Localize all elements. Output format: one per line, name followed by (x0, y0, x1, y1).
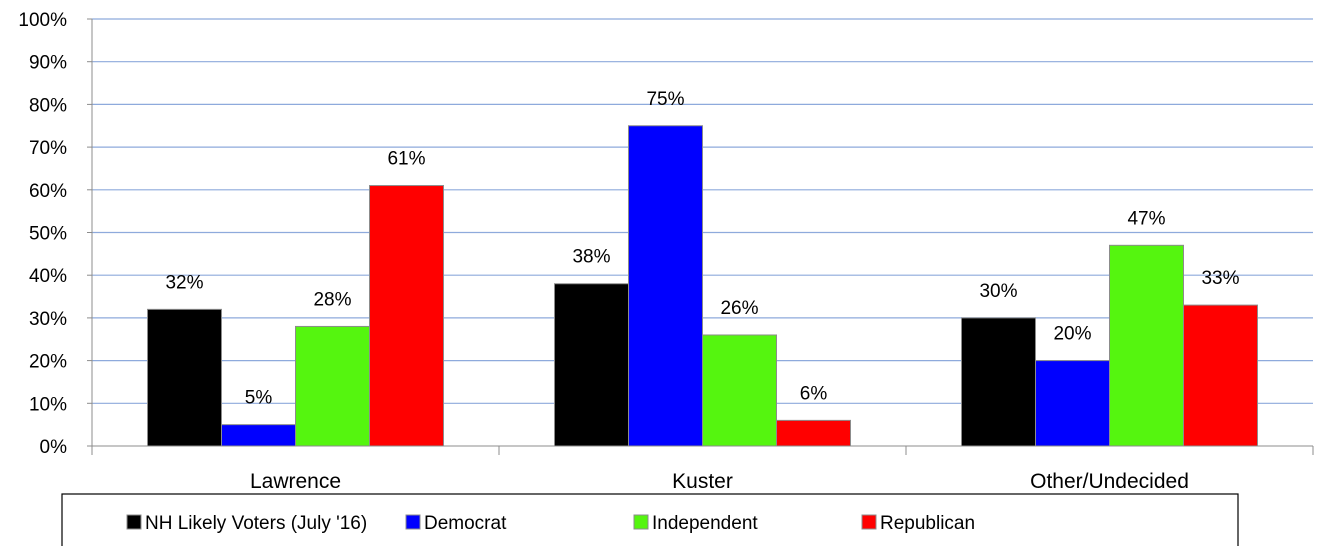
bar (702, 334, 777, 447)
data-label: 30% (979, 281, 1017, 302)
y-tick-label: 60% (29, 181, 67, 202)
bar (628, 125, 703, 447)
bar (295, 325, 370, 447)
y-tick-label: 30% (29, 309, 67, 330)
bar (1035, 360, 1110, 447)
y-tick-label: 90% (29, 53, 67, 74)
bars (147, 125, 1258, 447)
y-tick-label: 40% (29, 266, 67, 287)
legend-swatch (405, 514, 421, 530)
y-tick-label: 50% (29, 224, 67, 245)
legend-label: Democrat (424, 513, 507, 534)
data-label: 26% (720, 298, 758, 319)
bar (1109, 244, 1184, 447)
bar (776, 419, 851, 447)
data-label: 38% (572, 247, 610, 268)
data-label: 20% (1053, 324, 1091, 345)
legend: NH Likely Voters (July '16) Democrat Indep… (61, 493, 1239, 546)
x-axis (87, 18, 1314, 455)
legend-box (61, 493, 1239, 546)
data-label: 33% (1201, 268, 1239, 289)
y-tick-label: 80% (29, 95, 67, 116)
category-label: Kuster (672, 470, 733, 493)
bar (1183, 304, 1258, 447)
data-label: 61% (387, 149, 425, 170)
data-label: 32% (165, 272, 203, 293)
y-tick-label: 10% (29, 394, 67, 415)
data-label: 47% (1127, 208, 1165, 229)
y-tick-label: 20% (29, 352, 67, 373)
data-label: 75% (646, 89, 684, 110)
y-tick-label: 70% (29, 138, 67, 159)
category-label: Lawrence (250, 470, 341, 493)
bar (369, 185, 444, 447)
category-label: Other/Undecided (1030, 470, 1189, 493)
bar (961, 317, 1036, 447)
y-tick-label: 0% (40, 437, 68, 458)
legend-swatch (861, 514, 877, 530)
data-label: 28% (313, 289, 351, 310)
y-axis-tick-labels: 0% 10% 20% 30% 40% 50% 60% 70% 80% 90% 100% (18, 10, 67, 458)
legend-swatch (126, 514, 142, 530)
legend-label: NH Likely Voters (July '16) (145, 513, 367, 534)
bar (147, 308, 222, 447)
bar (554, 283, 629, 447)
legend-swatch (633, 514, 649, 530)
data-label: 5% (245, 388, 273, 409)
data-label: 6% (800, 383, 828, 404)
legend-label: Republican (880, 513, 975, 534)
x-axis-category-labels: Lawrence Kuster Other/Undecided (250, 470, 1189, 493)
legend-label: Independent (652, 513, 758, 534)
y-tick-label: 100% (18, 10, 67, 31)
bar (221, 424, 296, 447)
data-labels: 32% 5% 28% 61% 38% 75% 26% 6% 30% 20% 47% 33% (165, 89, 1239, 409)
